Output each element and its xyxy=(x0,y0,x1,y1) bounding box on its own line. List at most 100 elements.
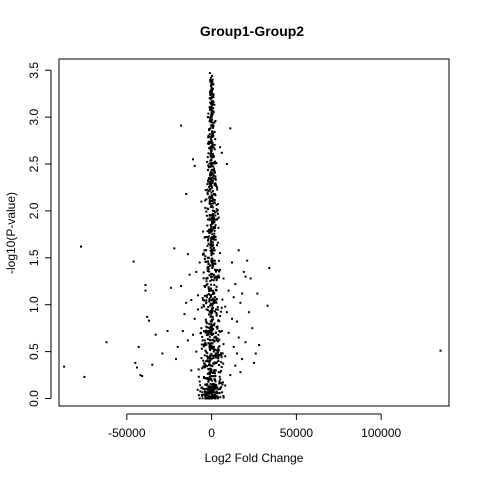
data-point xyxy=(209,280,212,282)
data-point xyxy=(220,361,223,364)
data-point xyxy=(208,270,211,273)
data-point xyxy=(209,304,212,307)
data-point xyxy=(216,308,219,311)
data-point xyxy=(217,216,220,219)
data-point xyxy=(206,352,209,355)
data-point xyxy=(200,331,202,334)
data-point xyxy=(236,352,238,355)
data-point xyxy=(209,246,212,249)
data-point xyxy=(147,319,150,322)
data-point xyxy=(204,318,207,321)
data-point xyxy=(214,335,217,338)
data-point xyxy=(217,226,220,229)
data-point xyxy=(207,379,210,382)
data-point xyxy=(210,252,213,255)
data-point xyxy=(210,105,213,108)
data-point xyxy=(210,93,213,96)
data-point xyxy=(206,365,209,368)
data-point xyxy=(199,390,202,393)
data-point xyxy=(208,338,211,341)
data-point xyxy=(242,270,245,273)
data-point xyxy=(209,224,212,226)
data-point xyxy=(210,116,213,119)
data-point xyxy=(209,153,212,156)
data-point xyxy=(105,341,108,344)
data-point xyxy=(206,267,209,270)
data-point xyxy=(209,229,212,231)
data-point xyxy=(210,100,213,103)
data-point xyxy=(197,294,199,297)
data-point xyxy=(215,308,217,311)
data-point xyxy=(169,286,172,289)
data-point xyxy=(197,368,200,371)
y-tick-label: 3.0 xyxy=(27,108,41,125)
data-point xyxy=(175,358,177,361)
data-point xyxy=(207,262,210,265)
data-point xyxy=(215,270,217,273)
data-point xyxy=(215,392,218,395)
data-point xyxy=(210,158,213,161)
data-point xyxy=(214,262,217,265)
data-point xyxy=(215,339,218,342)
data-point xyxy=(208,361,211,364)
data-point xyxy=(254,352,257,355)
data-point xyxy=(211,347,214,350)
data-point xyxy=(200,306,203,309)
data-point xyxy=(206,244,209,247)
data-point xyxy=(214,138,217,141)
data-point xyxy=(213,218,216,221)
data-point xyxy=(207,342,210,345)
data-point xyxy=(214,383,217,386)
data-point xyxy=(210,227,212,230)
data-point xyxy=(211,153,214,155)
data-point xyxy=(210,283,212,286)
data-point xyxy=(253,361,255,364)
data-point xyxy=(202,271,205,274)
data-point xyxy=(213,299,216,302)
data-point xyxy=(439,349,442,352)
data-point xyxy=(213,336,216,339)
data-point xyxy=(218,345,221,348)
data-point xyxy=(210,225,212,228)
data-point xyxy=(256,292,259,295)
data-point xyxy=(80,245,82,248)
data-point xyxy=(215,285,218,288)
data-point xyxy=(219,146,222,149)
data-point xyxy=(210,150,213,153)
x-tick-label: -50000 xyxy=(108,426,146,440)
data-point xyxy=(209,264,212,267)
data-point xyxy=(195,270,198,273)
data-point xyxy=(209,371,212,374)
data-point xyxy=(211,186,214,189)
data-point xyxy=(241,358,244,361)
data-point xyxy=(200,327,203,330)
data-point xyxy=(266,304,269,307)
data-point xyxy=(217,355,220,358)
data-point xyxy=(212,318,215,321)
data-point xyxy=(211,244,214,247)
data-point xyxy=(212,94,215,97)
data-point xyxy=(207,116,210,119)
data-point xyxy=(215,390,218,393)
data-point xyxy=(206,384,209,387)
data-point xyxy=(209,101,212,104)
data-point xyxy=(202,359,205,362)
data-point xyxy=(151,363,154,366)
data-point xyxy=(211,384,214,387)
data-point xyxy=(204,388,207,391)
data-point xyxy=(211,263,214,266)
data-point xyxy=(208,129,211,132)
data-point xyxy=(209,79,212,81)
data-point xyxy=(205,277,208,280)
data-point xyxy=(201,391,204,394)
data-point xyxy=(209,287,212,290)
data-point xyxy=(202,230,205,233)
data-point xyxy=(210,151,212,154)
data-point xyxy=(197,375,200,378)
data-point xyxy=(205,236,208,238)
data-point xyxy=(205,302,208,305)
data-point xyxy=(210,314,213,317)
data-point xyxy=(210,148,213,151)
data-point xyxy=(206,359,209,362)
data-point xyxy=(211,275,214,278)
